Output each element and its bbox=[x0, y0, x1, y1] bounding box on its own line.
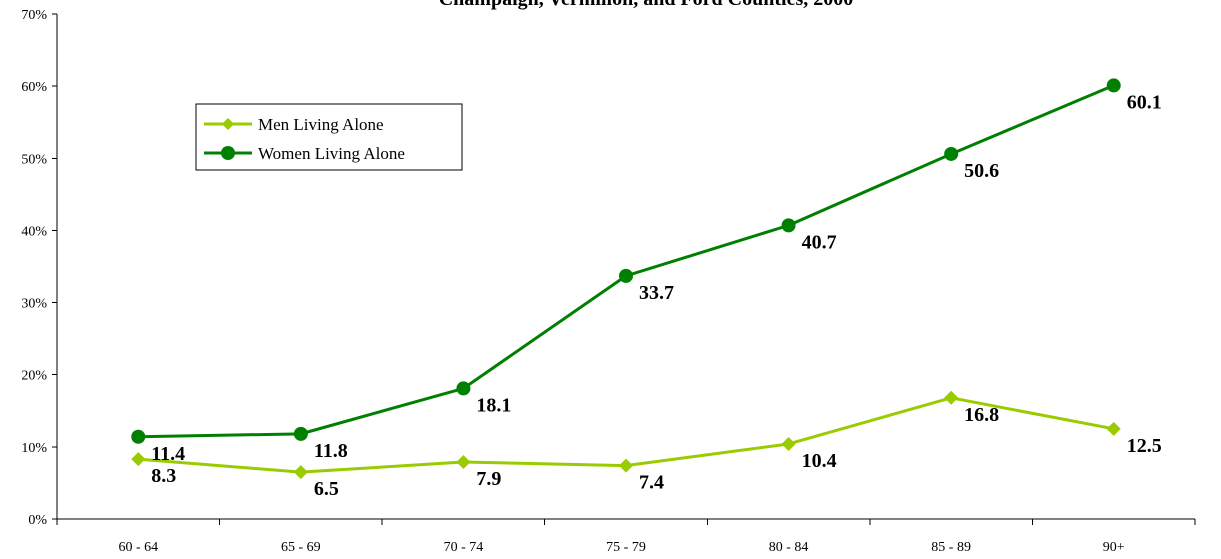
y-tick-label: 70% bbox=[21, 8, 47, 23]
men-data-label: 6.5 bbox=[314, 478, 339, 500]
men-data-point bbox=[781, 436, 796, 451]
women-data-point bbox=[456, 381, 471, 396]
y-tick-label: 60% bbox=[21, 80, 47, 95]
y-tick-label: 20% bbox=[21, 369, 47, 384]
series-layer bbox=[131, 78, 1121, 480]
men-data-point bbox=[293, 465, 308, 480]
women-data-point bbox=[131, 429, 146, 444]
y-tick-label: 40% bbox=[21, 224, 47, 239]
men-data-point bbox=[1106, 421, 1121, 436]
y-tick-label: 10% bbox=[21, 441, 47, 456]
x-tick-label: 90+ bbox=[1103, 540, 1125, 555]
labels-layer: 8.3 6.5 7.9 7.4 10.4 16.8 12.5 11.4 11.8 18.1 33.7… bbox=[151, 91, 1161, 500]
legend-label: Men Living Alone bbox=[258, 115, 384, 134]
men-data-point bbox=[619, 458, 633, 473]
legend-circle-icon bbox=[221, 146, 235, 160]
x-tick-label: 60 - 64 bbox=[118, 540, 158, 555]
legend-label: Women Living Alone bbox=[258, 144, 405, 163]
legend-diamond-icon bbox=[222, 118, 234, 130]
women-data-point bbox=[619, 268, 633, 283]
women-data-label: 18.1 bbox=[476, 394, 511, 416]
y-tick-label: 50% bbox=[21, 152, 47, 167]
men-data-label: 10.4 bbox=[802, 450, 837, 472]
women-data-label: 60.1 bbox=[1127, 91, 1162, 113]
men-data-label: 7.4 bbox=[639, 472, 664, 494]
x-tick-label: 65 - 69 bbox=[281, 540, 321, 555]
men-data-label: 16.8 bbox=[964, 404, 999, 426]
legend: Men Living Alone Women Living Alone bbox=[195, 103, 463, 171]
women-data-point bbox=[944, 146, 959, 161]
men-data-point bbox=[131, 452, 146, 467]
women-data-label: 50.6 bbox=[964, 160, 999, 182]
women-data-label: 40.7 bbox=[802, 231, 837, 253]
women-data-label: 33.7 bbox=[639, 282, 674, 304]
men-data-label: 7.9 bbox=[476, 468, 501, 490]
men-data-label: 12.5 bbox=[1127, 435, 1162, 457]
y-tick-label: 0% bbox=[28, 513, 47, 528]
x-tick-label: 80 - 84 bbox=[769, 540, 809, 555]
women-data-point bbox=[781, 218, 796, 233]
legend-box bbox=[195, 103, 463, 171]
men-data-point bbox=[944, 390, 959, 405]
chart-title: Champaign, Vermilion, and Ford Counties,… bbox=[439, 0, 854, 10]
x-tick-label: 85 - 89 bbox=[931, 540, 971, 555]
women-data-label: 11.4 bbox=[151, 443, 185, 465]
women-data-label: 11.8 bbox=[314, 440, 348, 462]
axes-layer: 0% 10% 20% 30% 40% 50% 60% 70% 60 - 64 65 - 69 70 … bbox=[21, 8, 1196, 555]
women-data-point bbox=[1106, 78, 1121, 93]
men-data-label: 8.3 bbox=[151, 465, 176, 487]
y-tick-label: 30% bbox=[21, 297, 47, 312]
men-data-point bbox=[456, 455, 471, 470]
x-tick-label: 70 - 74 bbox=[444, 540, 484, 555]
title-layer: Champaign, Vermilion, and Ford Counties,… bbox=[439, 0, 854, 10]
x-tick-label: 75 - 79 bbox=[606, 540, 646, 555]
women-data-point bbox=[293, 426, 308, 441]
